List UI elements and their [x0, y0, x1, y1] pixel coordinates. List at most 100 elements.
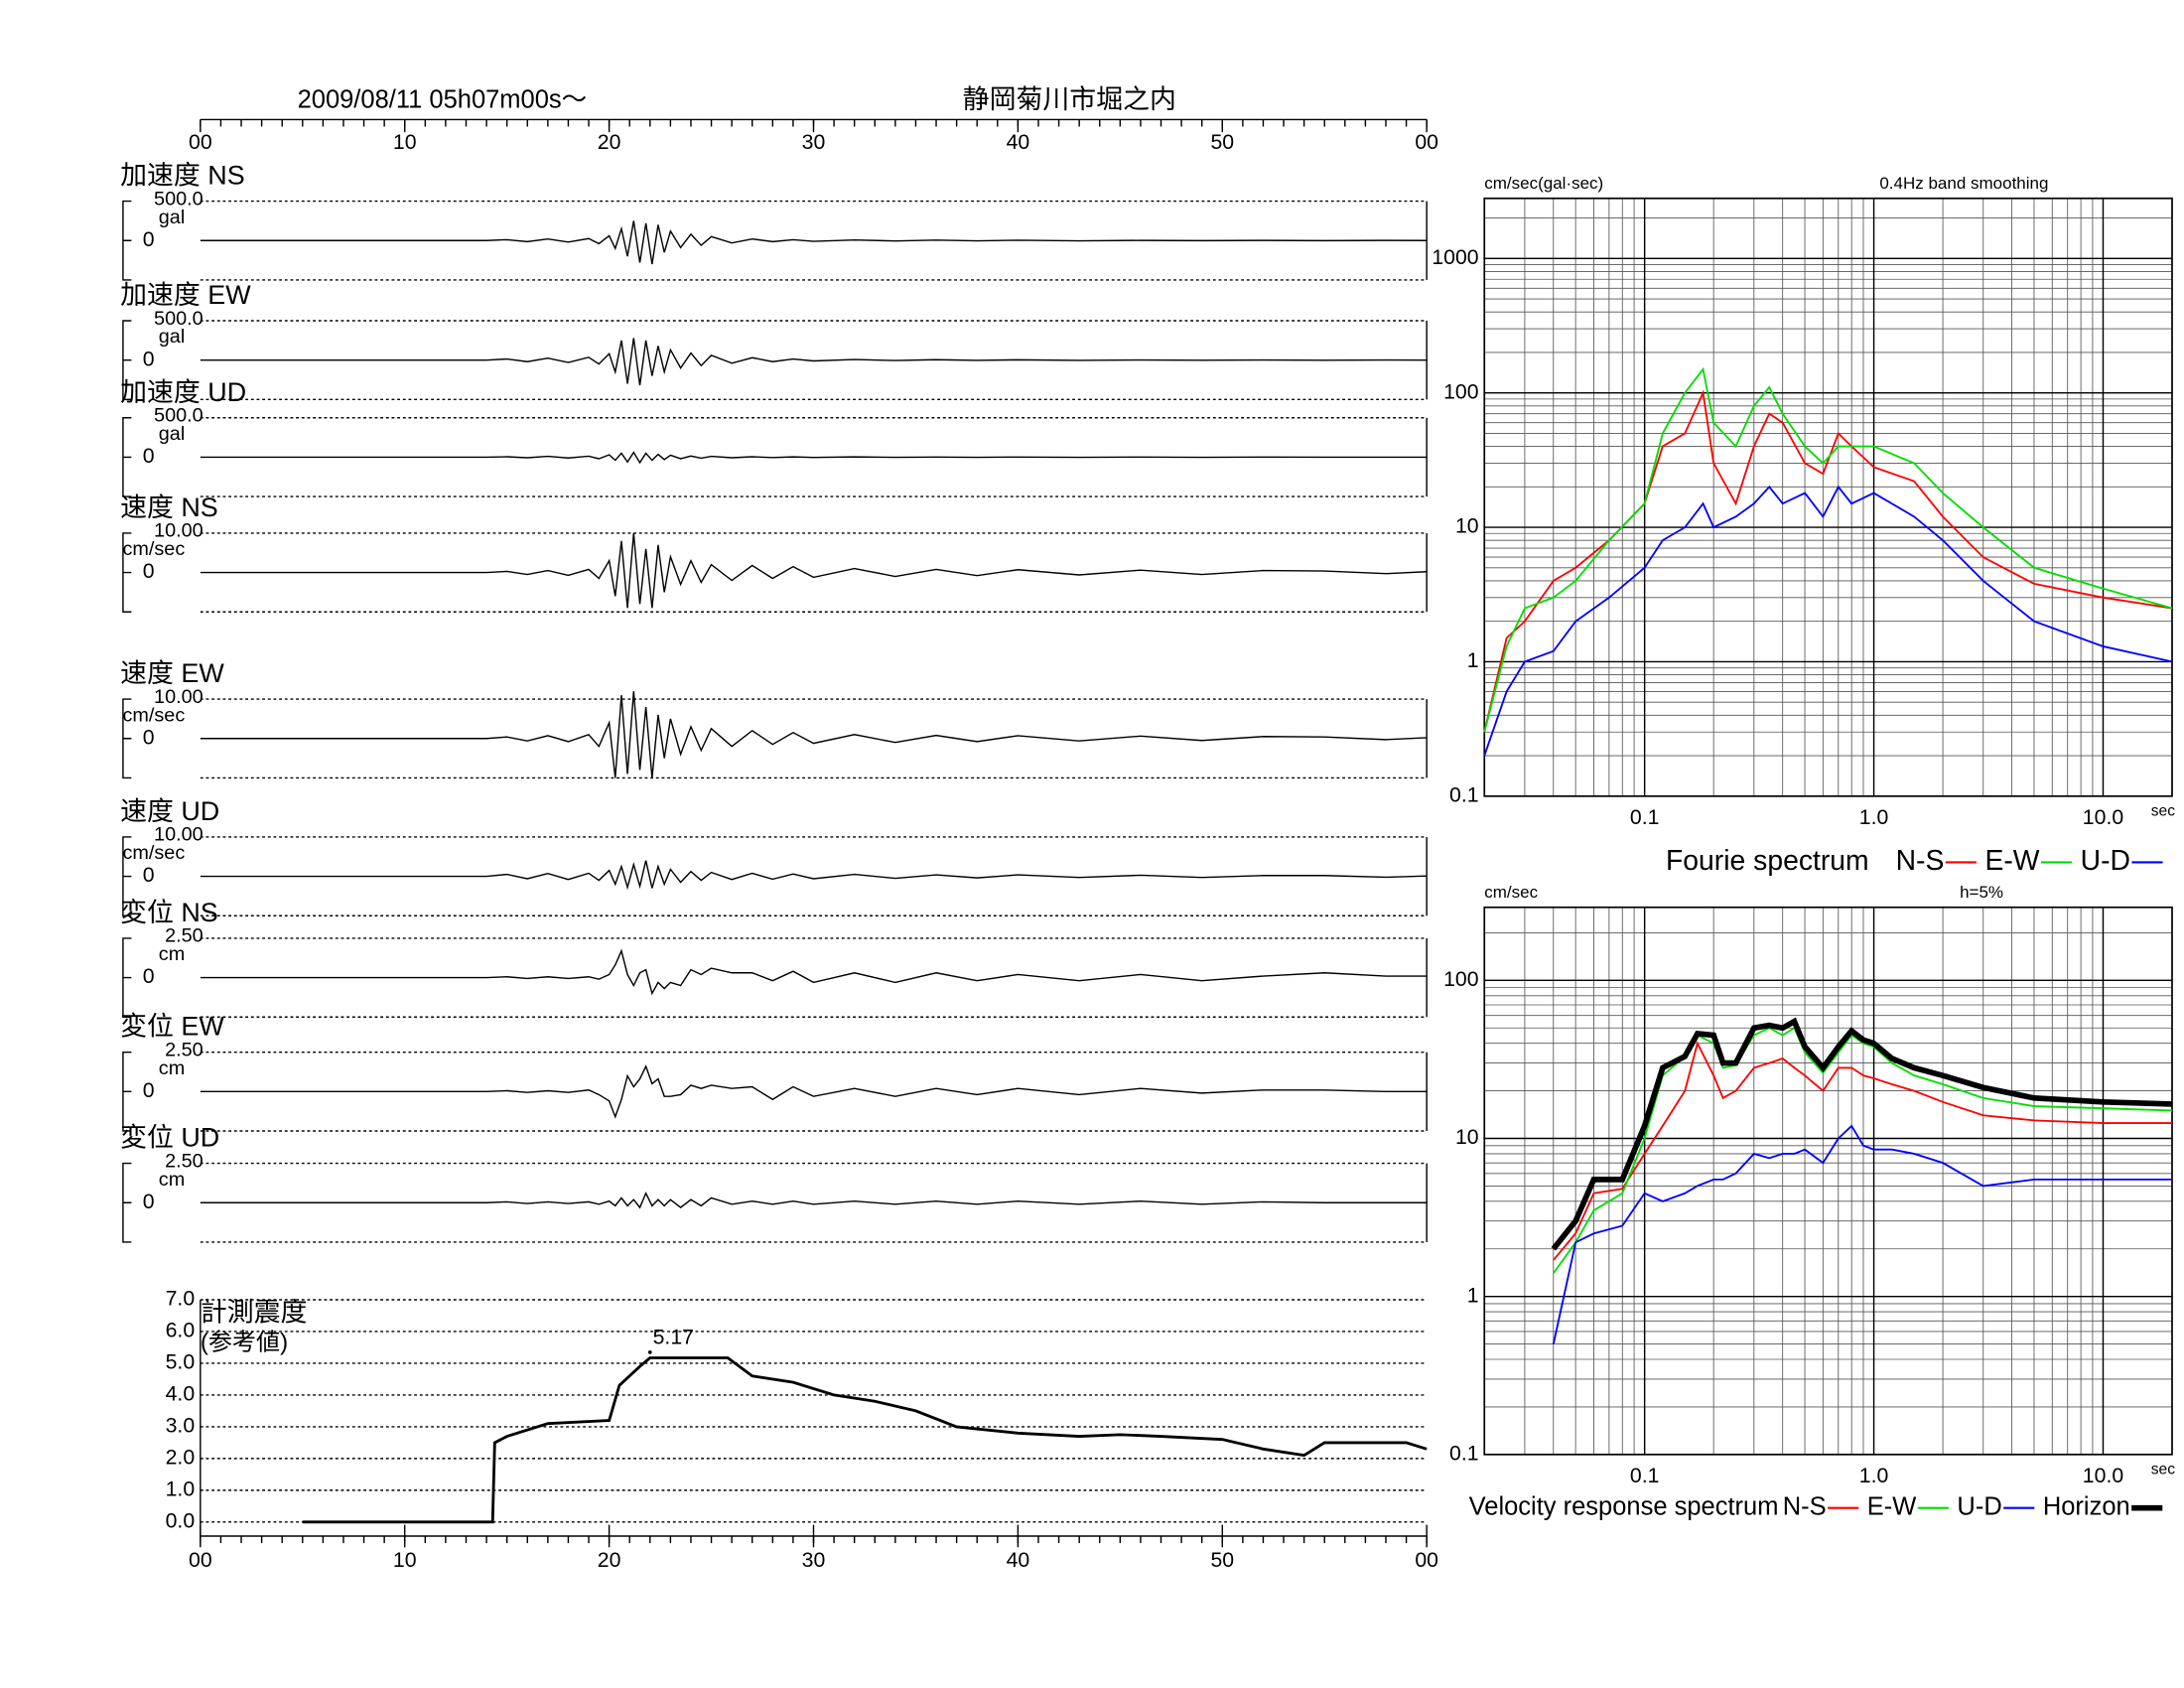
- y-tick-label: 100: [1443, 379, 1478, 403]
- panel-tick-label: 0: [143, 444, 155, 468]
- intensity-line: [302, 1356, 1428, 1524]
- x-tick-label: 1.0: [1859, 1464, 1889, 1487]
- panel-unit: gal: [159, 326, 185, 348]
- legend-label: U-D: [1957, 1492, 2001, 1520]
- legend-label: N-S: [1896, 845, 1945, 877]
- panel-tick-label: 0: [143, 227, 155, 251]
- panel-tick-label: 0: [143, 559, 155, 583]
- y-tick-label: 7.0: [166, 1287, 196, 1311]
- time-tick-label: 20: [598, 130, 621, 154]
- spectrum-line: [1553, 1026, 2173, 1274]
- panel-tick-label: 10.00: [154, 686, 204, 708]
- legend-label: E-W: [1984, 845, 2039, 877]
- panel-title: 加速度 NS: [120, 161, 245, 191]
- panel-unit: cm/sec: [122, 842, 185, 864]
- y-tick-label: 1.0: [166, 1477, 196, 1500]
- panel-title: 速度 NS: [120, 492, 218, 522]
- waveform: [200, 220, 1428, 265]
- x-tick-label: 0.1: [1630, 1464, 1660, 1487]
- panel-bracket: [122, 532, 132, 613]
- waveform: [200, 532, 1428, 609]
- panel-title: 速度 UD: [120, 796, 219, 826]
- panel-tick-label: 0: [143, 725, 155, 749]
- panel-tick-label: 500.0: [154, 405, 204, 427]
- panel-bracket: [122, 937, 132, 1018]
- y-tick-label: 3.0: [166, 1414, 196, 1438]
- spectrum-line: [1483, 366, 2173, 733]
- time-tick-label: 10: [393, 1548, 417, 1572]
- panel-tick-label: 0: [143, 1190, 155, 1213]
- panel-unit: cm: [159, 1057, 185, 1079]
- chart-note: h=5%: [1960, 883, 2003, 902]
- time-tick-label: 00: [1415, 130, 1438, 154]
- y-tick-label: 4.0: [166, 1382, 196, 1406]
- y-axis-label: cm/sec(gal·sec): [1484, 174, 1603, 193]
- panel-tick-label: 0: [143, 863, 155, 887]
- panel-unit: gal: [159, 207, 185, 228]
- peak-label: 5.17: [653, 1325, 694, 1348]
- y-tick-label: 100: [1443, 967, 1478, 991]
- panel-unit: cm: [159, 943, 185, 965]
- y-tick-label: 10: [1455, 514, 1479, 538]
- spectrum-line: [1483, 389, 2173, 733]
- waveform: [200, 860, 1428, 891]
- intensity-subtitle: (参考値): [201, 1329, 288, 1355]
- waveform: [200, 691, 1428, 778]
- x-tick-label: 1.0: [1859, 805, 1889, 829]
- panel-title: 速度 EW: [120, 658, 224, 688]
- waveform: [200, 948, 1428, 996]
- legend-title: Fourie spectrum: [1666, 845, 1869, 877]
- panel-tick-label: 500.0: [154, 188, 204, 210]
- panel-unit: cm/sec: [122, 704, 185, 726]
- header-datetime: 2009/08/11 05h07m00s〜: [298, 86, 588, 114]
- spectrum-line: [1552, 1124, 2173, 1344]
- panel-title: 変位 UD: [120, 1123, 219, 1153]
- panel-bracket: [122, 836, 132, 916]
- x-tick-label: 10.0: [2083, 1464, 2123, 1487]
- panel-bracket: [122, 1051, 132, 1132]
- time-tick-label: 50: [1210, 130, 1234, 154]
- time-tick-label: 40: [1007, 130, 1030, 154]
- spectrum-line: [1483, 485, 2173, 757]
- panel-title: 加速度 UD: [120, 377, 246, 407]
- panel-unit: cm: [159, 1169, 185, 1191]
- panel-tick-label: 10.00: [154, 824, 204, 846]
- y-tick-label: 0.1: [1449, 1441, 1479, 1465]
- legend-title: Velocity response spectrum: [1469, 1492, 1779, 1520]
- panel-tick-label: 2.50: [165, 925, 204, 947]
- time-tick-label: 30: [802, 1548, 826, 1572]
- y-tick-label: 0.0: [166, 1508, 196, 1532]
- x-axis-label: sec: [2151, 1462, 2175, 1478]
- waveform: [200, 1064, 1428, 1119]
- y-tick-label: 5.0: [166, 1350, 196, 1374]
- y-tick-label: 6.0: [166, 1319, 196, 1342]
- panel-title: 変位 NS: [120, 898, 218, 927]
- time-tick-label: 00: [189, 130, 212, 154]
- peak-marker: [647, 1350, 652, 1354]
- panel-tick-label: 2.50: [165, 1150, 204, 1172]
- panel-tick-label: 10.00: [154, 520, 204, 542]
- panel-title: 加速度 EW: [120, 280, 251, 310]
- panel-unit: gal: [159, 423, 185, 445]
- time-tick-label: 10: [393, 130, 417, 154]
- y-tick-label: 1000: [1432, 245, 1478, 269]
- time-tick-label: 20: [598, 1548, 621, 1572]
- panel-bracket: [122, 417, 132, 497]
- spectrum-line: [1551, 1017, 2173, 1251]
- y-tick-label: 0.1: [1449, 782, 1479, 806]
- y-tick-label: 2.0: [166, 1445, 196, 1469]
- panel-bracket: [122, 320, 132, 401]
- time-tick-label: 00: [189, 1548, 212, 1572]
- intensity-title: 計測震度: [201, 1297, 308, 1327]
- time-tick-label: 00: [1415, 1548, 1438, 1572]
- y-tick-label: 1: [1467, 1283, 1479, 1307]
- legend-label: U-D: [2081, 845, 2130, 877]
- x-tick-label: 0.1: [1630, 805, 1660, 829]
- panel-bracket: [122, 200, 132, 281]
- panel-tick-label: 0: [143, 964, 155, 988]
- panel-title: 変位 EW: [120, 1012, 224, 1042]
- spectrum-line: [1553, 1041, 2173, 1261]
- panel-tick-label: 2.50: [165, 1039, 204, 1060]
- waveform: [200, 1192, 1428, 1209]
